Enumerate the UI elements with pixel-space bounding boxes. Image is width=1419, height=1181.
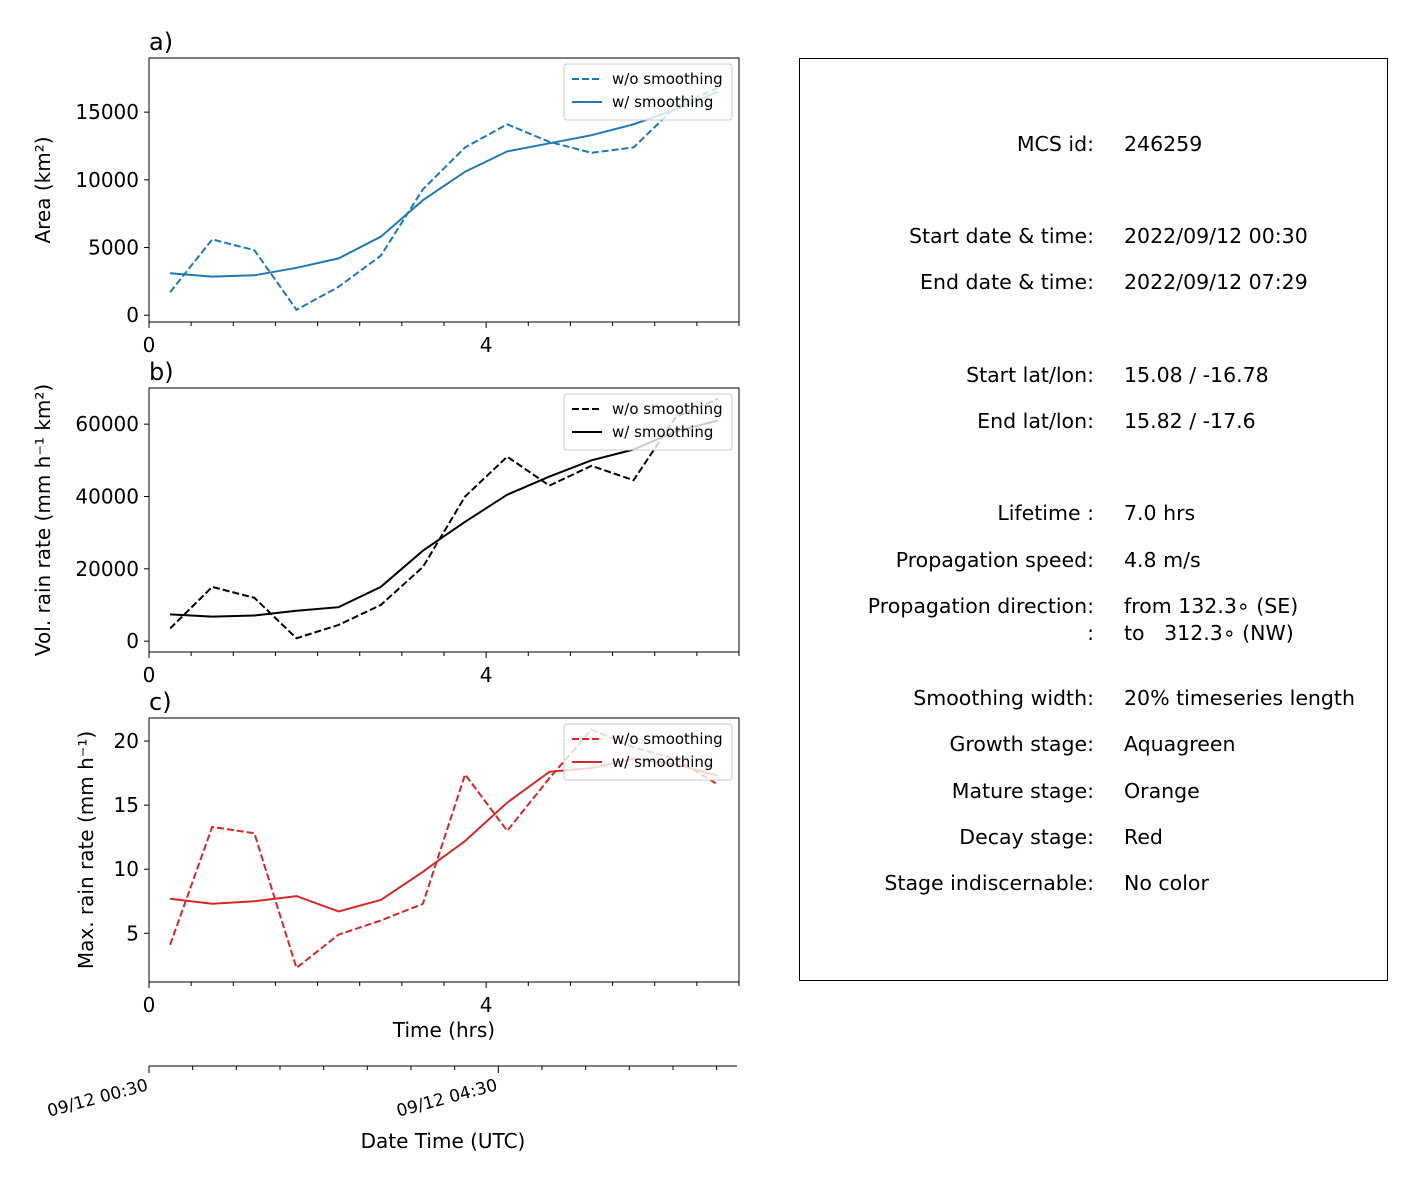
series-line-smoothed [169, 757, 719, 913]
series-line-raw [169, 728, 719, 970]
info-label: Start date & time: [908, 224, 1094, 248]
info-label: Propagation speed: [895, 548, 1094, 572]
legend-label: w/ smoothing [612, 93, 713, 111]
legend-box [563, 723, 733, 781]
y-tick-label: 15 [114, 793, 139, 817]
y-tick-label: 0 [126, 629, 139, 653]
panel-label: c) [149, 688, 172, 716]
info-value: 2022/09/12 07:29 [1124, 270, 1308, 294]
info-value: 246259 [1124, 132, 1203, 156]
info-row: : to 312.3∘ (NW) [800, 619, 1389, 647]
series-line-raw [169, 86, 719, 312]
info-value: No color [1124, 871, 1209, 895]
y-tick-label: 10000 [75, 168, 139, 192]
info-label: Smoothing width: [913, 686, 1094, 710]
info-value: 4.8 m/s [1124, 548, 1201, 572]
info-label: Start lat/lon: [966, 363, 1094, 387]
x-tick-label: 0 [143, 663, 156, 687]
info-label: Stage indiscernable: [884, 871, 1094, 895]
y-tick-label: 0 [126, 303, 139, 327]
y-tick-label: 20000 [75, 557, 139, 581]
series-group [169, 397, 719, 640]
info-row: Stage indiscernable: No color [800, 869, 1389, 897]
info-row: Smoothing width: 20% timeseries length [800, 684, 1389, 712]
info-value: 15.08 / -16.78 [1124, 363, 1269, 387]
y-axis-label: Vol. rain rate (mm h⁻¹ km²) [31, 384, 55, 656]
info-row: End date & time: 2022/09/12 07:29 [800, 268, 1389, 296]
info-row: MCS id: 246259 [800, 130, 1389, 158]
x-tick-label: 0 [143, 993, 156, 1017]
info-label: Lifetime : [997, 501, 1094, 525]
info-row: Propagation speed: 4.8 m/s [800, 546, 1389, 574]
y-tick-label: 60000 [75, 412, 139, 436]
info-row: Lifetime : 7.0 hrs [800, 499, 1389, 527]
legend-label: w/o smoothing [612, 70, 723, 88]
info-label: Propagation direction: [867, 594, 1094, 618]
y-tick-label: 5000 [88, 236, 139, 260]
info-value: Red [1124, 825, 1163, 849]
series-line-smoothed [170, 90, 719, 278]
info-label: : [1087, 621, 1094, 645]
info-row: Growth stage: Aquagreen [800, 730, 1389, 758]
date-tick-label: 09/12 00:30 [45, 1076, 150, 1122]
panel-label: b) [149, 358, 174, 386]
info-label: Growth stage: [949, 732, 1094, 756]
legend: w/o smoothing w/ smoothing [563, 63, 733, 121]
x-axis-label: Time (hrs) [392, 1018, 495, 1042]
legend-label: w/o smoothing [612, 400, 723, 418]
y-tick-label: 40000 [75, 484, 139, 508]
info-label: Mature stage: [951, 779, 1094, 803]
info-row: End lat/lon: 15.82 / -17.6 [800, 407, 1389, 435]
y-tick-label: 10 [114, 857, 139, 881]
legend-label: w/o smoothing [612, 730, 723, 748]
date-axis-label: Date Time (UTC) [361, 1129, 526, 1153]
info-label: MCS id: [1016, 132, 1094, 156]
panel-label: a) [149, 28, 173, 56]
series-line-raw [169, 397, 719, 640]
info-row: Start lat/lon: 15.08 / -16.78 [800, 361, 1389, 389]
y-tick-label: 15000 [75, 100, 139, 124]
chart-panel-a: a) 0 5000 10000 15000 0 4 Area (km²) w/o smoothi… [31, 28, 740, 357]
info-row: Propagation direction: from 132.3∘ (SE) [800, 592, 1389, 620]
legend-label: w/ smoothing [612, 753, 713, 771]
date-axis: 09/12 00:30 09/12 04:30 Date Time (UTC) [45, 1065, 737, 1153]
info-value: 20% timeseries length [1124, 686, 1355, 710]
info-value: 15.82 / -17.6 [1124, 409, 1256, 433]
y-tick-label: 20 [114, 729, 139, 753]
mcs-info-panel: MCS id: 246259 Start date & time: 2022/09/1… [799, 58, 1388, 981]
legend-box [563, 63, 733, 121]
info-value: 2022/09/12 00:30 [1124, 224, 1308, 248]
legend-label: w/ smoothing [612, 423, 713, 441]
info-label: Decay stage: [959, 825, 1094, 849]
x-tick-label: 4 [480, 663, 493, 687]
series-group [169, 86, 719, 312]
x-tick-label: 0 [143, 333, 156, 357]
y-axis-label: Area (km²) [31, 136, 55, 243]
info-value: to 312.3∘ (NW) [1124, 621, 1294, 645]
legend: w/o smoothing w/ smoothing [563, 393, 733, 451]
info-row: Decay stage: Red [800, 823, 1389, 851]
info-label: End date & time: [920, 270, 1094, 294]
legend-box [563, 393, 733, 451]
info-value: Orange [1124, 779, 1200, 803]
info-value: Aquagreen [1124, 732, 1236, 756]
chart-panel-c: c) 5 10 15 20 0 4 Max. rain rate (mm h⁻¹) Time (… [74, 688, 740, 1042]
legend: w/o smoothing w/ smoothing [563, 723, 733, 781]
x-tick-label: 4 [480, 993, 493, 1017]
info-value: 7.0 hrs [1124, 501, 1196, 525]
y-tick-label: 5 [126, 921, 139, 945]
info-value: from 132.3∘ (SE) [1124, 594, 1299, 618]
chart-panel-b: b) 0 20000 40000 60000 0 4 Vol. rain rate (mm h… [31, 358, 740, 687]
series-line-smoothed [170, 419, 719, 618]
info-row: Start date & time: 2022/09/12 00:30 [800, 222, 1389, 250]
y-axis-label: Max. rain rate (mm h⁻¹) [74, 731, 98, 969]
date-tick-label: 09/12 04:30 [395, 1076, 500, 1122]
info-label: End lat/lon: [977, 409, 1094, 433]
x-tick-label: 4 [480, 333, 493, 357]
info-row: Mature stage: Orange [800, 777, 1389, 805]
